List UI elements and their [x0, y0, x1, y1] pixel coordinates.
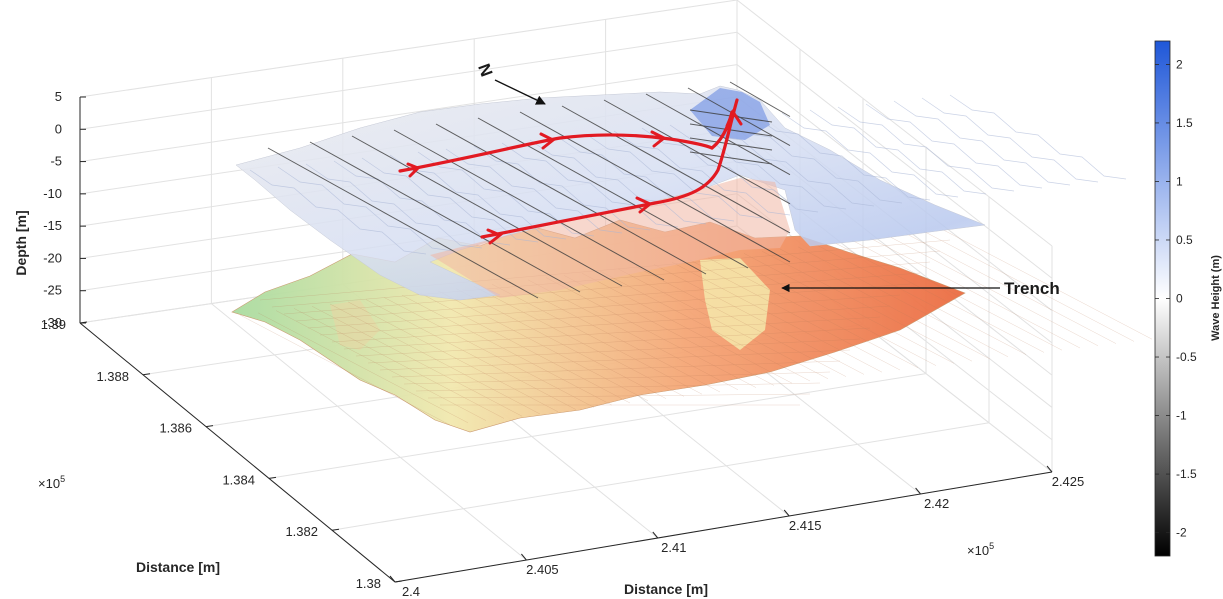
- z-tick-label: 5: [55, 89, 62, 104]
- x-tick-label: 2.415: [789, 518, 822, 533]
- colorbar-label: Wave Height (m): [1210, 255, 1222, 341]
- y-tick-label: 1.38: [356, 576, 381, 591]
- z-tick-label: -25: [43, 283, 62, 298]
- colorbar-tick-label: -1.5: [1176, 467, 1197, 481]
- x-tick-label: 2.41: [661, 540, 686, 555]
- x-tick-label: 2.4: [402, 584, 420, 599]
- z-axis-label: Depth [m]: [13, 210, 29, 275]
- trench-label: Trench: [1004, 279, 1060, 298]
- colorbar-tick-label: -2: [1176, 526, 1187, 540]
- y-tick-mark: [269, 477, 276, 478]
- colorbar-tick-label: 1: [1176, 174, 1183, 188]
- y-tick-mark: [143, 374, 150, 375]
- x-axis-label: Distance [m]: [624, 581, 708, 597]
- y-tick-label: 1.382: [285, 524, 318, 539]
- wave-ripple: [950, 95, 1126, 179]
- x-axis-ticks: 2.4 2.405 2.41 2.415 2.42 2.425: [390, 466, 1084, 599]
- colorbar-tick-label: 0: [1176, 292, 1183, 306]
- z-tick-label: -10: [43, 186, 62, 201]
- x-tick-label: 2.425: [1052, 474, 1085, 489]
- y-multiplier: ×105: [38, 474, 65, 491]
- colorbar-tick-label: -1: [1176, 409, 1187, 423]
- wave-ripple: [922, 98, 1098, 182]
- colorbar-tick-label: 0.5: [1176, 233, 1193, 247]
- z-tick-label: 0: [55, 121, 62, 136]
- y-tick-mark: [206, 426, 213, 427]
- y-axis-label: Distance [m]: [136, 559, 220, 575]
- y-tick-mark: [395, 581, 402, 582]
- y-tick-label: 1.384: [222, 472, 255, 487]
- wave-ripple: [866, 104, 1042, 188]
- x-multiplier: ×105: [967, 541, 994, 558]
- z-tick-label: -15: [43, 218, 62, 233]
- svg-text:×105: ×105: [38, 474, 65, 491]
- y-tick-label: 1.386: [159, 421, 192, 436]
- svg-text:×105: ×105: [967, 541, 994, 558]
- colorbar: 2 1.5 1 0.5 0 -0.5 -1 -1.5 -2 Wave Height (m): [1155, 41, 1222, 556]
- z-tick-label: -20: [43, 250, 62, 265]
- colorbar-tick-label: -0.5: [1176, 350, 1197, 364]
- x-tick-label: 2.42: [924, 496, 949, 511]
- colorbar-tick-label: 2: [1176, 57, 1183, 71]
- colorbar-tick-label: 1.5: [1176, 116, 1193, 130]
- y-tick-label: 1.388: [96, 369, 129, 384]
- x-tick-label: 2.405: [526, 562, 559, 577]
- y-tick-label: 1.39: [41, 317, 66, 332]
- z-tick-label: -5: [50, 154, 62, 169]
- y-tick-mark: [332, 529, 339, 530]
